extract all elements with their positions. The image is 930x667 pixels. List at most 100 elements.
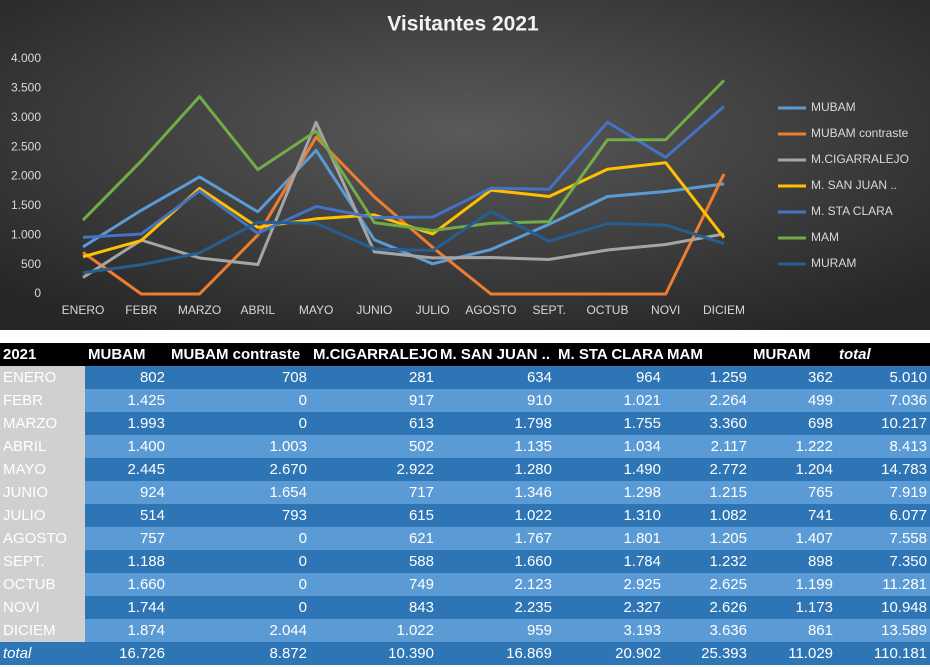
table-cell: 959 — [437, 619, 555, 642]
table-cell: 2.922 — [310, 458, 437, 481]
table-cell: 10.390 — [310, 642, 437, 665]
table-cell: MUBAM contraste — [168, 343, 310, 366]
table-cell: JUNIO — [0, 481, 85, 504]
table-cell: M. SAN JUAN .. — [437, 343, 555, 366]
table-cell: SEPT. — [0, 550, 85, 573]
table-cell: 1.259 — [664, 366, 750, 389]
table-cell: 621 — [310, 527, 437, 550]
table-cell: 793 — [168, 504, 310, 527]
table-cell: 1.022 — [310, 619, 437, 642]
table-cell: 717 — [310, 481, 437, 504]
y-tick-label: 0 — [34, 286, 41, 300]
table-cell: 16.869 — [437, 642, 555, 665]
y-tick-label: 3.500 — [11, 81, 41, 95]
chart-title: Visitantes 2021 — [387, 13, 539, 36]
table-cell: 1.425 — [85, 389, 168, 412]
table-cell: 20.902 — [555, 642, 664, 665]
table-cell: 7.036 — [836, 389, 930, 412]
table-cell: 0 — [168, 412, 310, 435]
x-tick-label: ABRIL — [240, 303, 275, 317]
x-tick-label: NOVI — [651, 303, 680, 317]
y-tick-label: 2.000 — [11, 169, 41, 183]
table-cell: 2.123 — [437, 573, 555, 596]
table-cell: 1.199 — [750, 573, 836, 596]
table-cell: 1.135 — [437, 435, 555, 458]
table-cell: 1.755 — [555, 412, 664, 435]
table-cell: 0 — [168, 527, 310, 550]
x-tick-label: FEBR — [125, 303, 157, 317]
y-tick-label: 1.500 — [11, 198, 41, 212]
table-cell: 1.298 — [555, 481, 664, 504]
table-cell: 765 — [750, 481, 836, 504]
table-cell: 7.919 — [836, 481, 930, 504]
table-cell: 1.222 — [750, 435, 836, 458]
table-cell: 1.232 — [664, 550, 750, 573]
table-cell: 14.783 — [836, 458, 930, 481]
table-cell: 3.193 — [555, 619, 664, 642]
table-cell: 16.726 — [85, 642, 168, 665]
table-cell: MUBAM — [85, 343, 168, 366]
table-cell: JULIO — [0, 504, 85, 527]
table-cell: 1.801 — [555, 527, 664, 550]
table-cell: 0 — [168, 550, 310, 573]
table-cell: 0 — [168, 573, 310, 596]
y-tick-label: 2.500 — [11, 139, 41, 153]
table-cell: 1.082 — [664, 504, 750, 527]
legend-label: MURAM — [811, 256, 856, 270]
table-cell: 2.117 — [664, 435, 750, 458]
table-cell: 1.654 — [168, 481, 310, 504]
table-cell: 8.872 — [168, 642, 310, 665]
table-cell: 8.413 — [836, 435, 930, 458]
table-cell: 2.625 — [664, 573, 750, 596]
y-tick-label: 500 — [21, 257, 41, 271]
table-cell: 2.264 — [664, 389, 750, 412]
table-cell: 757 — [85, 527, 168, 550]
table-cell: 1.660 — [85, 573, 168, 596]
legend-label: MAM — [811, 230, 839, 244]
table-cell: NOVI — [0, 596, 85, 619]
table-cell: 502 — [310, 435, 437, 458]
table-cell: 1.784 — [555, 550, 664, 573]
legend-label: MUBAM contraste — [811, 126, 909, 140]
table-cell: MAM — [664, 343, 750, 366]
table-cell: MURAM — [750, 343, 836, 366]
table-cell: 615 — [310, 504, 437, 527]
table-cell: 698 — [750, 412, 836, 435]
legend-label: M. SAN JUAN .. — [811, 178, 897, 192]
table-cell: 924 — [85, 481, 168, 504]
x-tick-label: OCTUB — [586, 303, 628, 317]
table-cell: FEBR — [0, 389, 85, 412]
table-cell: 1.346 — [437, 481, 555, 504]
table-cell: ABRIL — [0, 435, 85, 458]
table-cell: 0 — [168, 596, 310, 619]
table-cell: 1.993 — [85, 412, 168, 435]
table-cell: M. STA CLARA — [555, 343, 664, 366]
table-cell: 3.636 — [664, 619, 750, 642]
table-cell: 3.360 — [664, 412, 750, 435]
table-cell: 1.660 — [437, 550, 555, 573]
x-tick-label: AGOSTO — [465, 303, 516, 317]
table-cell: total — [0, 642, 85, 665]
table-cell: 1.188 — [85, 550, 168, 573]
x-tick-label: MARZO — [178, 303, 221, 317]
table-cell: 10.948 — [836, 596, 930, 619]
table-cell: 13.589 — [836, 619, 930, 642]
table-cell: 898 — [750, 550, 836, 573]
y-tick-label: 4.000 — [11, 51, 41, 65]
table-cell: 7.558 — [836, 527, 930, 550]
table-cell: AGOSTO — [0, 527, 85, 550]
table-cell: 861 — [750, 619, 836, 642]
y-tick-label: 1.000 — [11, 227, 41, 241]
chart-background — [0, 0, 930, 330]
series-line — [82, 105, 725, 239]
table-cell: 1.400 — [85, 435, 168, 458]
table-cell: 613 — [310, 412, 437, 435]
table-cell: 1.767 — [437, 527, 555, 550]
table-cell: 1.407 — [750, 527, 836, 550]
table-cell: 281 — [310, 366, 437, 389]
table-cell: 588 — [310, 550, 437, 573]
table-cell: OCTUB — [0, 573, 85, 596]
table-cell: 843 — [310, 596, 437, 619]
table-cell: 2.670 — [168, 458, 310, 481]
table-cell: 964 — [555, 366, 664, 389]
